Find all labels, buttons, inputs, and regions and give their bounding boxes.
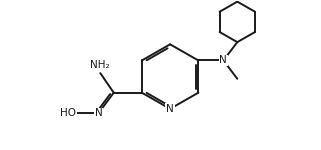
Text: HO: HO (60, 108, 76, 118)
Text: N: N (94, 108, 102, 118)
Text: N: N (166, 104, 174, 114)
Text: NH₂: NH₂ (90, 60, 109, 70)
Text: N: N (219, 56, 227, 65)
